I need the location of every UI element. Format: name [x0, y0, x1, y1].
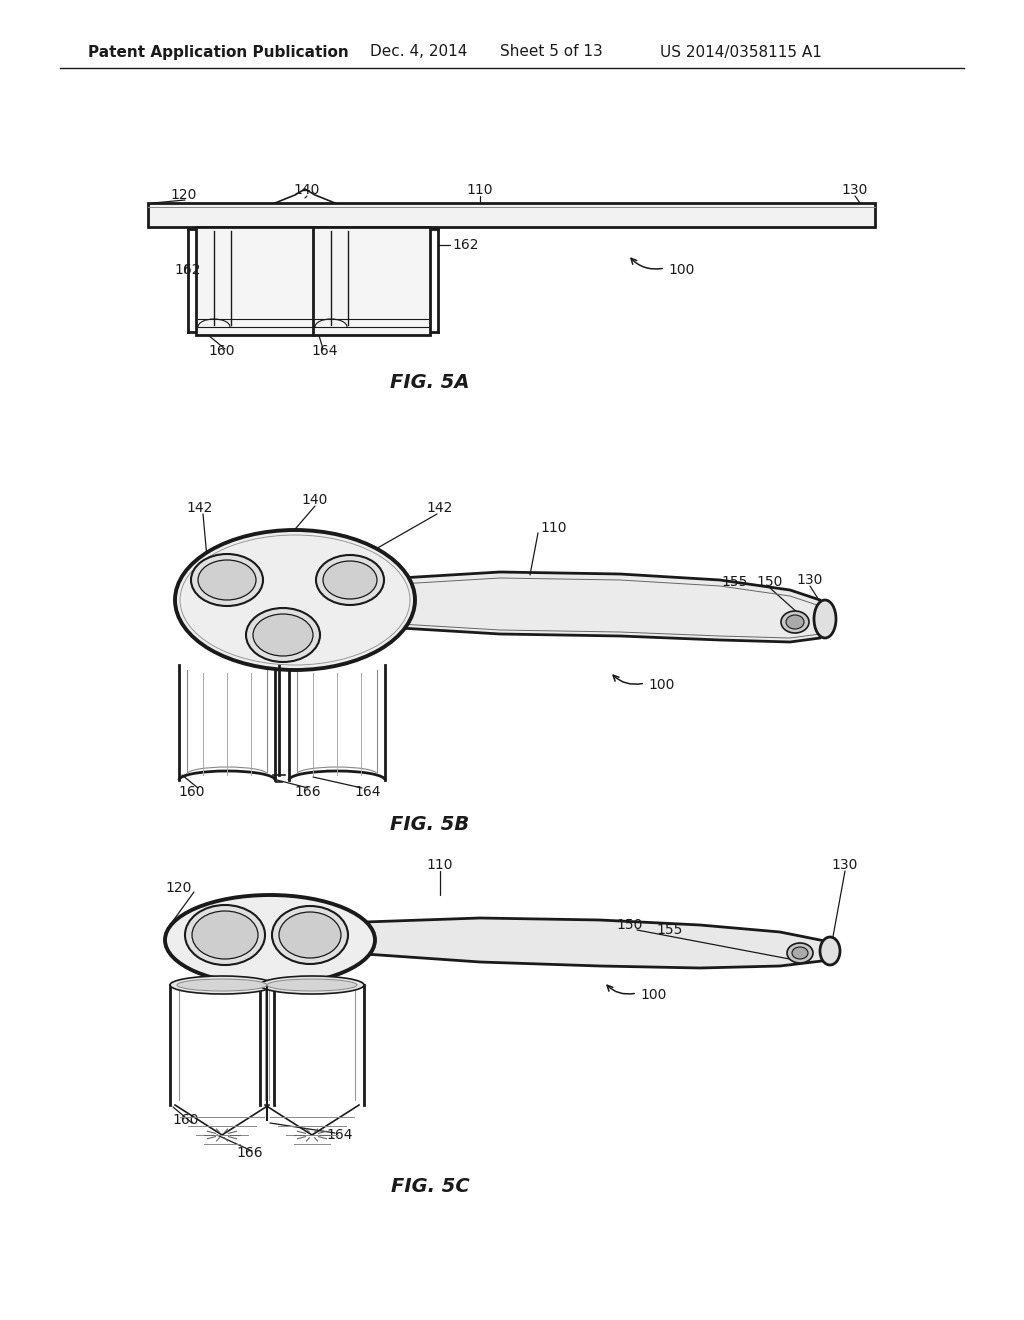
Polygon shape	[400, 572, 825, 642]
Text: 166: 166	[237, 1146, 263, 1160]
Text: 150: 150	[757, 576, 783, 589]
Ellipse shape	[267, 979, 357, 991]
Text: 164: 164	[311, 345, 338, 358]
Text: 142: 142	[427, 502, 454, 515]
Ellipse shape	[781, 611, 809, 634]
Text: FIG. 5C: FIG. 5C	[391, 1177, 469, 1196]
Text: 142: 142	[186, 502, 213, 515]
Text: 120: 120	[166, 880, 193, 895]
Text: 140: 140	[294, 183, 321, 197]
Ellipse shape	[792, 946, 808, 960]
Text: Dec. 4, 2014: Dec. 4, 2014	[370, 45, 467, 59]
Ellipse shape	[193, 911, 258, 960]
Text: 155: 155	[722, 576, 749, 589]
Text: 130: 130	[831, 858, 858, 873]
Ellipse shape	[316, 554, 384, 605]
Ellipse shape	[170, 975, 274, 994]
FancyBboxPatch shape	[148, 203, 874, 227]
Ellipse shape	[191, 554, 263, 606]
Text: 130: 130	[797, 573, 823, 587]
Ellipse shape	[177, 979, 267, 991]
Ellipse shape	[787, 942, 813, 964]
Text: FIG. 5A: FIG. 5A	[390, 374, 470, 392]
Text: 164: 164	[354, 785, 381, 799]
Ellipse shape	[198, 560, 256, 601]
Text: 110: 110	[540, 521, 566, 535]
Text: 110: 110	[467, 183, 494, 197]
Text: 155: 155	[656, 923, 683, 937]
Text: 100: 100	[648, 678, 675, 692]
Text: 100: 100	[668, 263, 694, 277]
Ellipse shape	[786, 615, 804, 630]
Text: Sheet 5 of 13: Sheet 5 of 13	[500, 45, 603, 59]
Text: 130: 130	[842, 183, 868, 197]
Text: 140: 140	[302, 492, 328, 507]
Ellipse shape	[185, 906, 265, 965]
Text: Patent Application Publication: Patent Application Publication	[88, 45, 349, 59]
Text: 150: 150	[616, 917, 643, 932]
Text: FIG. 5B: FIG. 5B	[390, 816, 470, 834]
Ellipse shape	[820, 937, 840, 965]
Ellipse shape	[165, 895, 375, 985]
Text: US 2014/0358115 A1: US 2014/0358115 A1	[660, 45, 822, 59]
Text: 166: 166	[295, 785, 322, 799]
Text: 160: 160	[209, 345, 236, 358]
Polygon shape	[365, 917, 830, 968]
Ellipse shape	[814, 601, 836, 638]
Text: 162: 162	[174, 263, 201, 277]
Text: 160: 160	[173, 1113, 200, 1127]
Text: 160: 160	[179, 785, 205, 799]
FancyBboxPatch shape	[196, 227, 430, 335]
Text: 164: 164	[327, 1129, 353, 1142]
Ellipse shape	[175, 531, 415, 671]
Ellipse shape	[272, 906, 348, 964]
Ellipse shape	[323, 561, 377, 599]
Text: 120: 120	[170, 187, 197, 202]
Text: 162: 162	[452, 238, 478, 252]
Text: 100: 100	[640, 987, 667, 1002]
Ellipse shape	[260, 975, 364, 994]
Ellipse shape	[279, 912, 341, 958]
Ellipse shape	[246, 609, 319, 663]
Ellipse shape	[253, 614, 313, 656]
Text: 110: 110	[427, 858, 454, 873]
